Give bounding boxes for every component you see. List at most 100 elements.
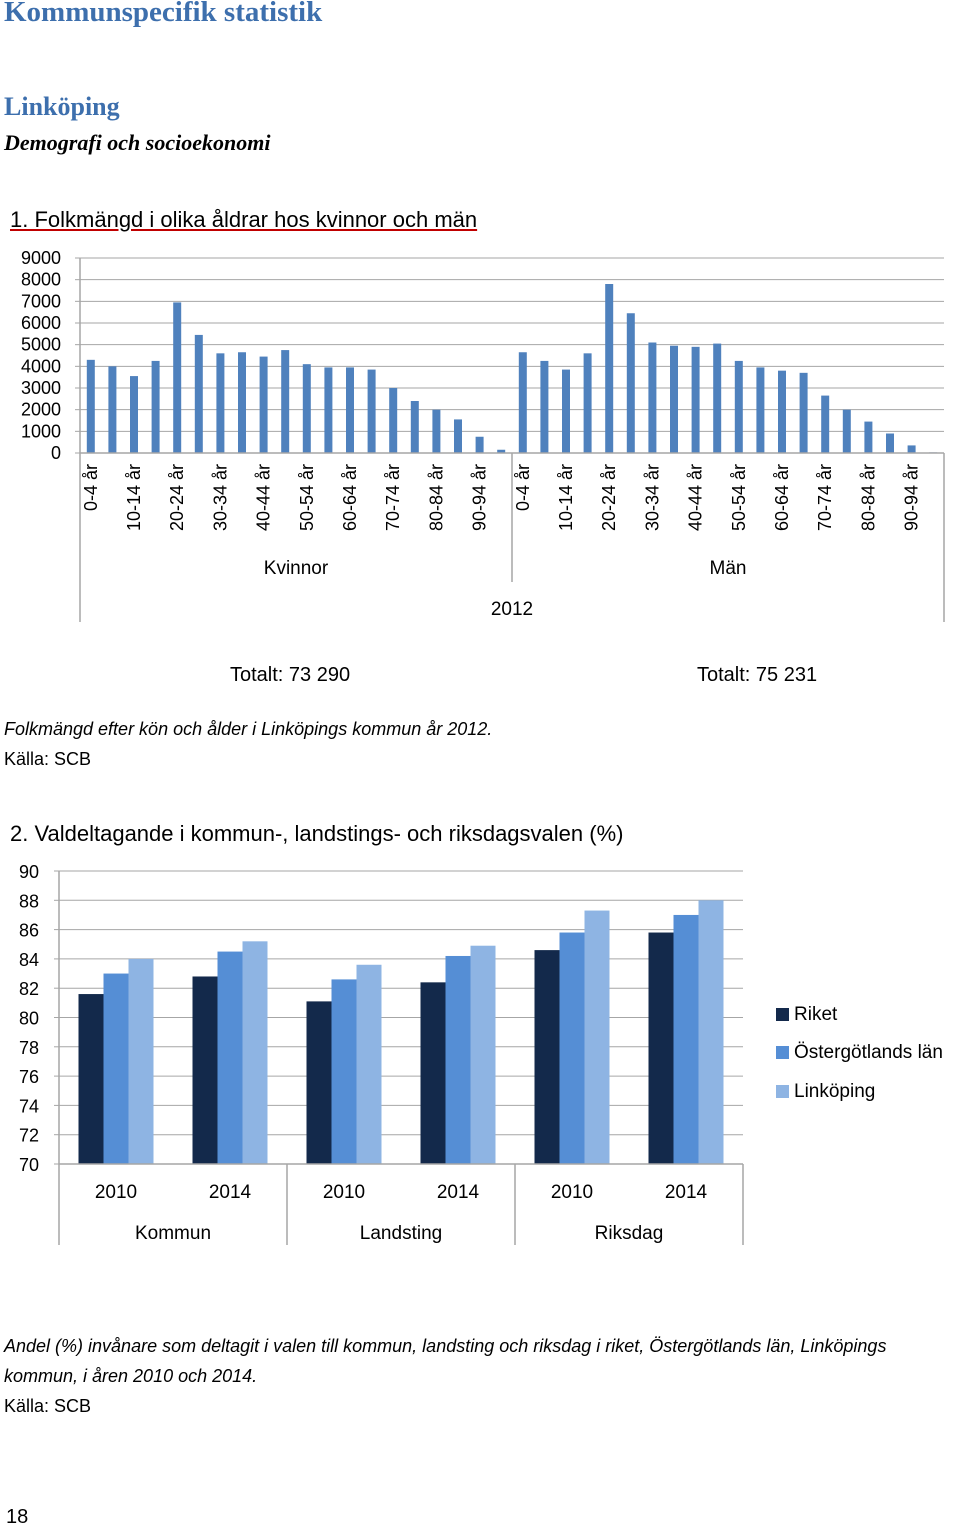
x-tick-label: 50-54 år	[729, 464, 749, 531]
municipality-title: Linköping	[4, 92, 120, 121]
bar-kvinnor-15	[410, 401, 419, 453]
bar-män-12	[778, 370, 786, 453]
y-tick-label: 3000	[21, 378, 61, 398]
bar-kvinnor-14	[389, 388, 398, 453]
x-tick-label: 20-24 år	[167, 464, 187, 531]
section-title: Demografi och socioekonomi	[4, 130, 271, 155]
bar-riket-1	[192, 976, 218, 1164]
y-tick-label: 80	[19, 1009, 39, 1029]
chart2-y-axis: 90 88 86 84 82 80 78 76 74 72 70	[19, 862, 59, 1175]
y-tick-label: 76	[19, 1067, 39, 1087]
bar-kvinnor-11	[324, 367, 333, 453]
year-label: 2012	[491, 599, 533, 620]
bar-linkoping-3	[470, 945, 496, 1164]
y-tick-label: 88	[19, 891, 39, 911]
y-tick-label: 8000	[21, 270, 61, 290]
x-tick-label: 0-4 år	[513, 464, 533, 511]
y-tick-label: 6000	[21, 313, 61, 333]
chart1-bars	[86, 284, 938, 453]
bar-kvinnor-9	[281, 350, 290, 453]
x-tick-label: 40-44 år	[686, 464, 706, 531]
chart2-caption-line1: Andel (%) invånare som deltagit i valen …	[4, 1336, 887, 1356]
chart2-bars	[78, 900, 724, 1164]
bar-riket-5	[648, 932, 674, 1164]
bar-män-7	[670, 345, 678, 453]
x-tick-label: 80-84 år	[858, 464, 878, 531]
group-label-man: Män	[710, 558, 747, 579]
bar-kvinnor-10	[302, 364, 311, 453]
bar-män-0	[518, 352, 527, 453]
page-number: 18	[6, 1506, 29, 1528]
y-tick-label: 82	[19, 979, 39, 999]
bar-kvinnor-16	[432, 409, 441, 453]
x-tick-label: 30-34 år	[210, 464, 230, 531]
x-year-label: 2014	[437, 1182, 480, 1203]
group-label-kvinnor: Kvinnor	[264, 558, 329, 579]
bar-riket-2	[306, 1001, 332, 1164]
x-year-label: 2010	[95, 1182, 137, 1203]
x-tick-label: 50-54 år	[297, 464, 317, 531]
chart2-legend: Riket Östergötlands län Linköping	[776, 1004, 943, 1102]
bar-män-4	[605, 284, 614, 453]
chart2-x-axis: 2010 2014 2010 2014 2010 2014 Kommun Landsting R…	[95, 1182, 708, 1244]
bar-kvinnor-19	[497, 449, 506, 453]
bar-linkoping-2	[356, 964, 382, 1164]
chart2-caption-line2: kommun, i åren 2010 och 2014.	[4, 1366, 258, 1386]
bar-kvinnor-2	[130, 376, 138, 453]
legend-ostergotland: Östergötlands län	[794, 1042, 943, 1063]
x-tick-label: 20-24 år	[599, 464, 619, 531]
bar-linkoping-5	[698, 900, 724, 1164]
bar-kvinnor-6	[216, 353, 225, 453]
chart1-title: 1. Folkmängd i olika åldrar hos kvinnor …	[10, 207, 478, 232]
y-tick-label: 70	[19, 1155, 39, 1175]
chart2-source: Källa: SCB	[4, 1396, 92, 1416]
x-year-label: 2010	[323, 1182, 365, 1203]
y-tick-label: 86	[19, 921, 39, 941]
x-tick-label: 70-74 år	[815, 464, 835, 531]
bar-män-11	[756, 367, 765, 453]
page-title: Kommunspecifik statistik	[4, 0, 323, 28]
x-tick-label: 10-14 år	[556, 464, 576, 531]
legend-riket: Riket	[794, 1004, 838, 1025]
bar-linkoping-4	[584, 910, 610, 1164]
chart2-title: 2. Valdeltagande i kommun-, landstings- …	[10, 821, 624, 846]
bar-män-2	[562, 369, 570, 453]
bar-ostergotland-3	[445, 955, 471, 1164]
bar-män-5	[626, 313, 635, 453]
legend-swatch-riket	[776, 1008, 789, 1021]
x-tick-label: 90-94 år	[902, 464, 922, 531]
chart2-axis-frame	[58, 871, 744, 1245]
bar-kvinnor-7	[238, 352, 246, 453]
bar-män-17	[886, 433, 894, 453]
legend-linkoping: Linköping	[794, 1081, 875, 1102]
x-tick-label: 40-44 år	[254, 464, 274, 531]
total-men: Totalt: 75 231	[697, 664, 818, 686]
x-tick-label: 80-84 år	[426, 464, 446, 531]
y-tick-label: 5000	[21, 335, 61, 355]
chart1-x-axis: 0-4 år 10-14 år 20-24 år 30-34 år 40-44 år 50…	[81, 464, 922, 531]
legend-swatch-linkoping	[776, 1085, 789, 1098]
bar-ostergotland-5	[673, 914, 699, 1164]
bar-kvinnor-3	[151, 360, 160, 453]
y-tick-label: 72	[19, 1126, 39, 1146]
x-group-label: Riksdag	[595, 1223, 664, 1244]
bar-kvinnor-8	[259, 356, 268, 453]
y-tick-label: 74	[19, 1096, 39, 1116]
bar-kvinnor-4	[173, 302, 182, 453]
y-tick-label: 1000	[21, 421, 61, 441]
bar-ostergotland-4	[559, 932, 585, 1164]
y-tick-label: 4000	[21, 356, 61, 376]
bar-riket-4	[534, 950, 560, 1164]
y-tick-label: 7000	[21, 291, 61, 311]
y-tick-label: 78	[19, 1038, 39, 1058]
bar-riket-3	[420, 982, 446, 1164]
bar-män-15	[842, 409, 851, 453]
bar-kvinnor-0	[86, 359, 95, 453]
bar-män-3	[583, 353, 592, 453]
x-group-label: Kommun	[135, 1223, 211, 1244]
chart2-gridlines	[59, 870, 743, 1165]
bar-ostergotland-2	[331, 979, 357, 1164]
